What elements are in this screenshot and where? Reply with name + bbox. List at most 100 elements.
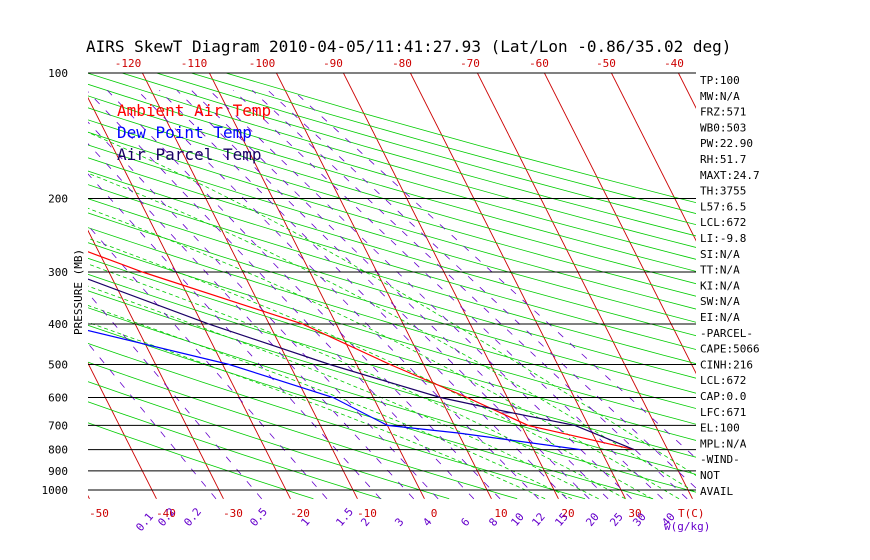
moist-adiabat-line (88, 172, 696, 494)
stability-index-label: MPL:N/A (700, 437, 747, 450)
stability-index-label: CINH:216 (700, 358, 753, 371)
dry-adiabat-line (88, 198, 696, 379)
dry-adiabat-line (88, 107, 696, 285)
isotherm-line (476, 73, 693, 500)
legend-dewpoint: Dew Point Temp (117, 123, 252, 142)
mixing-ratio-label: 6 (458, 515, 472, 528)
x-bottom-tick-label: -30 (223, 507, 243, 520)
y-tick-label: 500 (48, 358, 68, 371)
x-bottom-tick-label: 30 (628, 507, 641, 520)
mixing-ratio-line (88, 91, 475, 500)
dry-adiabat-line (88, 343, 586, 500)
moist-adiabat-line (88, 305, 573, 500)
x-bottom-tick-label: 10 (494, 507, 507, 520)
mixing-ratio-line (292, 89, 696, 459)
dry-adiabat-line (88, 95, 696, 272)
chart-title: AIRS SkewT Diagram 2010-04-05/11:41:27.9… (86, 37, 731, 56)
x-top-tick-label: -110 (181, 57, 208, 70)
dry-adiabat-line (88, 144, 696, 323)
mixing-ratio-label: 20 (583, 510, 601, 529)
x-top-tick-label: -70 (460, 57, 480, 70)
mixing-ratio-line (233, 89, 663, 500)
stability-index-label: PW:22.90 (700, 137, 753, 150)
x-top-tick-label: -60 (529, 57, 549, 70)
dry-adiabat-line (88, 73, 696, 248)
stability-index-label: KI:N/A (700, 279, 740, 292)
mixing-ratio-label: 3 (392, 515, 406, 528)
stability-index-label: AVAIL (700, 485, 733, 498)
x-bottom-tick-label: -50 (89, 507, 109, 520)
isotherm-line (342, 73, 559, 500)
mixing-ratio-line (176, 89, 590, 500)
stability-index-label: CAP:0.0 (700, 390, 746, 403)
x-bottom-tick-label: -40 (156, 507, 176, 520)
isotherm-line (88, 96, 291, 500)
dry-adiabat-line (88, 242, 696, 425)
dry-adiabat-line (88, 119, 696, 297)
dry-adiabat-line (88, 212, 696, 394)
dry-adiabat-line (88, 131, 696, 310)
y-tick-label: 400 (48, 318, 68, 331)
stability-index-label: RH:51.7 (700, 153, 746, 166)
mixing-ratio-label: 0.5 (247, 505, 270, 529)
dry-adiabat-line (88, 227, 696, 409)
mixing-ratio-line (191, 89, 609, 500)
moist-adiabat-line (88, 285, 599, 500)
isotherm-line (0, 64, 22, 499)
mixing-ratio-line (88, 173, 381, 500)
stability-index-label: EI:N/A (700, 311, 740, 324)
stability-index-label: LCL:672 (700, 216, 746, 229)
legend: Ambient Air Temp Dew Point Temp Air Parc… (117, 101, 271, 164)
mixing-ratio-label: 0.1 (133, 510, 156, 534)
stability-index-label: WB0:503 (700, 121, 746, 134)
mixing-ratio-label: 25 (607, 510, 625, 529)
mixing-ratio-line (88, 143, 415, 500)
stability-index-label: LCL:672 (700, 374, 746, 387)
mixing-ratio-line (251, 89, 688, 500)
mixing-ratio-line (267, 89, 696, 489)
x-bottom-tick-label: 20 (561, 507, 574, 520)
isotherm-line (88, 229, 224, 500)
stability-index-label: TT:N/A (700, 264, 740, 277)
isotherm-line (88, 362, 157, 500)
dry-adiabat-line (88, 257, 696, 441)
stability-index-label: LI:-9.8 (700, 232, 746, 245)
x-top-tick-label: -80 (392, 57, 412, 70)
y-tick-label: 200 (48, 193, 68, 206)
isotherm-line (141, 73, 358, 500)
dry-adiabat-line (88, 290, 696, 475)
x-bottom-tick-label: 0 (431, 507, 438, 520)
y-tick-label: 800 (48, 444, 68, 457)
dry-adiabat-line (88, 184, 696, 365)
x-bottom-tick-label: -20 (290, 507, 310, 520)
dew-point-temp-line (88, 329, 581, 451)
mixing-ratio-label: 10 (508, 510, 526, 529)
stability-index-label: L57:6.5 (700, 200, 746, 213)
x-top-tick-label: -90 (323, 57, 343, 70)
x-top-tick-label: -50 (596, 57, 616, 70)
moist-adiabat-line (88, 131, 696, 476)
mixing-ratio-label: 1.5 (333, 505, 356, 529)
stability-index-label: LFC:671 (700, 406, 746, 419)
dry-adiabat-line (88, 273, 696, 458)
isotherm-line (610, 73, 696, 242)
legend-ambient: Ambient Air Temp (117, 101, 271, 120)
stability-index-label: SW:N/A (700, 295, 740, 308)
stability-index-label: EL:100 (700, 422, 740, 435)
stability-index-label: FRZ:571 (700, 106, 746, 119)
stability-index-label: MW:N/A (700, 90, 740, 103)
stability-index-label: -WIND- (700, 453, 740, 466)
dry-adiabat-line (88, 157, 696, 337)
stability-index-label: CAPE:5066 (700, 343, 760, 356)
mixing-ratio-line (209, 89, 632, 500)
stability-index-label: -PARCEL- (700, 327, 753, 340)
mixing-ratio-label: 12 (529, 510, 547, 529)
dry-adiabat-line (88, 381, 450, 500)
x-top-tick-label: -40 (664, 57, 684, 70)
mixing-ratio-line (159, 89, 568, 500)
moist-adiabat-line (88, 263, 626, 500)
x-top-tick-label: -120 (115, 57, 142, 70)
y-tick-label: 1000 (42, 484, 69, 497)
dry-adiabat-line (88, 361, 518, 500)
stability-index-label: MAXT:24.7 (700, 169, 760, 182)
